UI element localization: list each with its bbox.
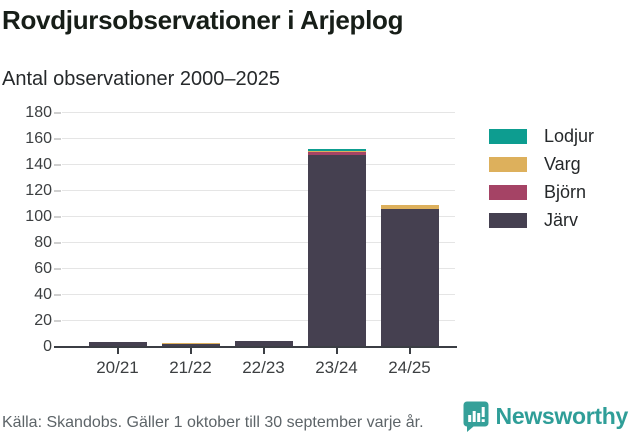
y-tick-mark xyxy=(54,164,61,166)
x-tick-label: 23/24 xyxy=(315,358,358,377)
bar-20-21 xyxy=(88,113,147,347)
chart-subtitle: Antal observationer 2000–2025 xyxy=(2,68,280,90)
bar-segment-varg xyxy=(307,150,366,152)
y-tick-mark xyxy=(54,138,61,140)
page-title: Rovdjursobservationer i Arjeplog xyxy=(2,5,404,35)
legend-label: Järv xyxy=(544,210,579,230)
y-tick-label: 160 xyxy=(25,130,52,147)
bar-segment-järv xyxy=(380,209,439,347)
gridline xyxy=(62,294,455,295)
y-tick-mark xyxy=(54,346,61,348)
y-tick-mark xyxy=(54,112,61,114)
legend-swatch xyxy=(489,129,527,144)
y-tick-mark xyxy=(54,242,61,244)
bar-segment-varg xyxy=(161,343,220,345)
bar-22-23 xyxy=(234,113,293,347)
x-tick-mark xyxy=(262,348,265,354)
gridline xyxy=(62,320,455,321)
legend-swatch xyxy=(489,185,527,200)
gridline xyxy=(62,164,455,165)
x-tick-label: 21/22 xyxy=(169,358,212,377)
bar-segment-järv xyxy=(88,341,147,347)
y-tick-label: 60 xyxy=(34,260,52,277)
y-tick-label: 20 xyxy=(34,312,52,329)
gridline xyxy=(62,216,455,217)
legend: Lodjur Varg Björn Järv xyxy=(489,123,594,235)
bar-segment-järv xyxy=(161,344,220,347)
brand-name: Newsworthy xyxy=(495,403,629,429)
legend-item-björn: Björn xyxy=(489,179,594,206)
y-tick-mark xyxy=(54,268,61,270)
x-tick-mark xyxy=(189,348,192,354)
source-note: Källa: Skandobs. Gäller 1 oktober till 3… xyxy=(2,414,424,431)
plot-area xyxy=(62,112,455,347)
newsworthy-bubble-icon xyxy=(463,401,489,432)
bar-segment-järv xyxy=(234,340,293,347)
bar-segment-varg xyxy=(380,205,439,210)
bar-segment-lodjur xyxy=(307,149,366,151)
legend-item-varg: Varg xyxy=(489,151,594,178)
bar-21-22 xyxy=(161,113,220,347)
gridline xyxy=(62,138,455,139)
legend-item-lodjur: Lodjur xyxy=(489,123,594,150)
legend-label: Lodjur xyxy=(544,126,595,146)
x-tick-mark xyxy=(408,348,411,354)
bar-segment-järv xyxy=(307,154,366,347)
gridline xyxy=(62,242,455,243)
y-tick-mark xyxy=(54,190,61,192)
x-tick-mark xyxy=(116,348,119,354)
legend-label: Björn xyxy=(544,182,587,202)
x-tick-label: 24/25 xyxy=(388,358,431,377)
y-tick-label: 180 xyxy=(25,104,52,121)
gridline xyxy=(62,190,455,191)
y-tick-label: 80 xyxy=(34,234,52,251)
y-tick-label: 100 xyxy=(25,208,52,225)
legend-label: Varg xyxy=(544,154,581,174)
x-tick-mark xyxy=(335,348,338,354)
y-tick-label: 120 xyxy=(25,182,52,199)
legend-item-järv: Järv xyxy=(489,207,594,234)
bar-24-25 xyxy=(380,113,439,347)
newsworthy-logo-link[interactable]: Newsworthy xyxy=(462,400,628,433)
legend-swatch xyxy=(489,157,527,172)
y-tick-mark xyxy=(54,216,61,218)
x-tick-label: 22/23 xyxy=(242,358,285,377)
y-tick-label: 40 xyxy=(34,286,52,303)
gridline xyxy=(62,268,455,269)
x-tick-label: 20/21 xyxy=(96,358,139,377)
bar-segment-björn xyxy=(307,152,366,155)
y-tick-label: 140 xyxy=(25,156,52,173)
y-tick-mark xyxy=(54,294,61,296)
gridline xyxy=(62,112,455,113)
bar-23-24 xyxy=(307,113,366,347)
x-axis-line xyxy=(60,346,457,348)
y-tick-label: 0 xyxy=(43,338,52,355)
legend-swatch xyxy=(489,213,527,228)
y-tick-mark xyxy=(54,320,61,322)
